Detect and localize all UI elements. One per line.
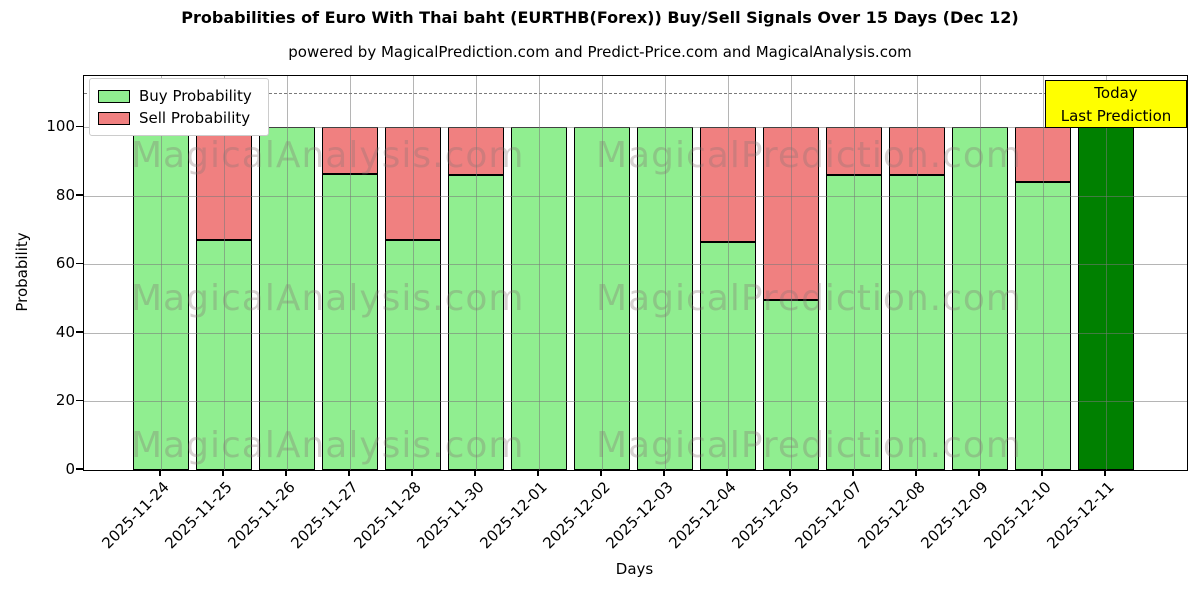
y-tick-mark (76, 468, 83, 470)
x-gridline (1043, 76, 1044, 470)
y-axis-title: Probability (13, 232, 31, 312)
y-tick-label: 100 (46, 117, 75, 136)
x-gridline (287, 76, 288, 470)
legend: Buy Probability Sell Probability (89, 78, 269, 136)
x-tick-mark (285, 469, 287, 476)
x-tick-mark (159, 469, 161, 476)
dashed-reference-line (84, 93, 1187, 95)
x-tick-mark (852, 469, 854, 476)
y-tick-label: 80 (55, 185, 75, 204)
y-tick-label: 40 (55, 322, 75, 341)
x-tick-mark (222, 469, 224, 476)
y-tick-mark (76, 331, 83, 333)
x-tick-mark (726, 469, 728, 476)
x-gridline (1106, 76, 1107, 470)
x-tick-mark (600, 469, 602, 476)
watermark-text: MagicalAnalysis.com (131, 278, 525, 319)
x-gridline (602, 76, 603, 470)
y-tick-label: 20 (55, 391, 75, 410)
y-tick-mark (76, 262, 83, 265)
y-gridline (84, 332, 1187, 334)
today-annotation: Today Last Prediction (1045, 80, 1187, 128)
y-gridline (84, 264, 1187, 266)
y-tick-label: 60 (55, 254, 75, 273)
watermark-text: MagicalAnalysis.com (131, 425, 525, 466)
legend-label: Buy Probability (139, 87, 252, 105)
x-gridline (980, 76, 981, 470)
y-tick-mark (76, 399, 83, 402)
y-gridline (84, 401, 1187, 403)
plot-area: Buy Probability Sell Probability Today L… (83, 75, 1188, 471)
x-gridline (413, 76, 414, 470)
watermark-text: MagicalPrediction.com (596, 278, 1022, 319)
legend-item-buy: Buy Probability (98, 85, 260, 107)
x-tick-mark (537, 469, 539, 476)
x-axis-title: Days (615, 560, 654, 578)
y-gridline (84, 195, 1187, 197)
legend-label: Sell Probability (139, 109, 251, 127)
x-gridline (854, 76, 855, 470)
x-gridline (665, 76, 666, 470)
x-tick-mark (411, 469, 413, 476)
x-tick-mark (1041, 469, 1043, 476)
x-tick-mark (348, 469, 350, 476)
chart-subtitle: powered by MagicalPrediction.com and Pre… (288, 43, 912, 61)
y-tick-label: 0 (65, 460, 75, 478)
x-tick-mark (1104, 469, 1106, 476)
watermark-text: MagicalPrediction.com (596, 425, 1022, 466)
sell-swatch (98, 111, 130, 125)
x-tick-mark (789, 469, 791, 476)
x-gridline (224, 76, 225, 470)
today-annotation-line1: Today (1094, 84, 1138, 102)
watermark-text: MagicalPrediction.com (596, 135, 1022, 176)
x-gridline (350, 76, 351, 470)
chart-title: Probabilities of Euro With Thai baht (EU… (181, 8, 1019, 27)
x-gridline (791, 76, 792, 470)
today-annotation-line2: Last Prediction (1060, 107, 1172, 125)
x-gridline (917, 76, 918, 470)
x-tick-mark (474, 469, 476, 476)
y-gridline (84, 127, 1187, 129)
y-tick-mark (76, 125, 83, 128)
y-tick-mark (76, 194, 83, 196)
x-tick-mark (663, 469, 665, 476)
x-gridline (539, 76, 540, 470)
x-tick-mark (915, 469, 917, 476)
watermark-text: MagicalAnalysis.com (131, 135, 525, 176)
x-tick-mark (978, 469, 980, 476)
x-gridline (728, 76, 729, 470)
x-gridline (161, 76, 162, 470)
x-gridline (476, 76, 477, 470)
legend-item-sell: Sell Probability (98, 107, 260, 129)
buy-swatch (98, 89, 130, 103)
